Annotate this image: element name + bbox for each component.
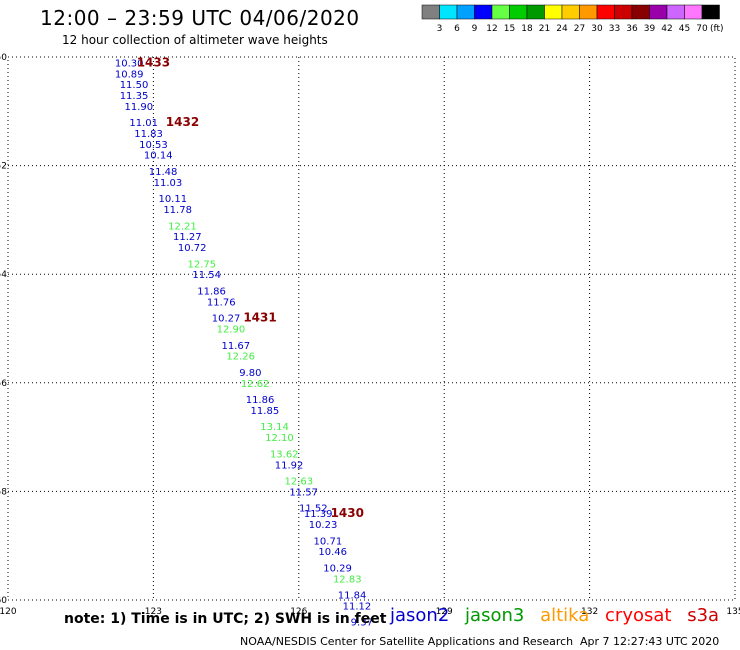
wave-height-label: 9.37 — [351, 618, 373, 629]
colorbar-label: 12 — [486, 24, 497, 34]
wave-height-label: 11.35 — [120, 91, 149, 102]
colorbar-label: 9 — [472, 24, 478, 34]
wave-height-label: 11.90 — [125, 102, 154, 113]
wave-height-label: 11.67 — [221, 341, 250, 352]
chart-subtitle: 12 hour collection of altimeter wave hei… — [62, 33, 328, 47]
colorbar-label: 70 — [696, 24, 708, 34]
colorbar-label: 21 — [539, 24, 550, 34]
wave-height-label: 11.84 — [338, 591, 367, 602]
wave-height-label: 10.29 — [323, 563, 352, 574]
y-tick-label: -56 — [0, 379, 7, 389]
wave-height-label: 12.62 — [241, 379, 270, 390]
legend-jason3: jason3 — [465, 605, 525, 626]
wave-height-label: 11.50 — [120, 80, 149, 91]
colorbar-swatch — [701, 4, 720, 20]
footnote: note: 1) Time is in UTC; 2) SWH is in fe… — [64, 611, 387, 627]
wave-height-label: 12.21 — [168, 221, 197, 232]
wave-height-label: 11.83 — [134, 129, 163, 140]
wave-height-label: 11.01 — [129, 118, 158, 129]
y-tick-label: -50 — [0, 53, 7, 63]
wave-height-label: 12.90 — [217, 325, 246, 336]
y-tick-label: -60 — [0, 596, 7, 606]
colorbar-label: 15 — [504, 24, 515, 34]
colorbar-unit: (ft) — [710, 24, 724, 34]
satellite-legend: jason2 jason3 altika cryosat s3a — [390, 605, 729, 626]
x-tick-label: 132 — [581, 607, 598, 617]
wave-height-label: 10.72 — [178, 243, 207, 254]
wave-height-label: 11.52 — [299, 504, 328, 515]
wave-height-label: 11.86 — [246, 395, 275, 406]
legend-jason2: jason2 — [390, 605, 450, 626]
wave-height-label: 13.62 — [270, 449, 299, 460]
chart-title: 12:00 – 23:59 UTC 04/06/2020 — [40, 6, 360, 30]
wave-height-label: 11.86 — [197, 286, 226, 297]
wave-height-label: 11.48 — [149, 167, 178, 178]
wave-height-label: 11.03 — [154, 178, 183, 189]
wave-height-label: 10.11 — [158, 194, 187, 205]
wave-height-label: 11.39 — [304, 509, 333, 520]
y-tick-label: -54 — [0, 270, 7, 280]
colorbar-label: 45 — [679, 24, 690, 34]
wave-height-label: 11.27 — [173, 232, 202, 243]
colorbar-label: 6 — [454, 24, 460, 34]
colorbar: 3 6 9 12 15 18 21 24 27 30 33 36 39 42 45 70 (ft) — [421, 4, 724, 34]
pass-time-label: 1430 — [331, 506, 364, 520]
wave-height-label: 11.12 — [343, 601, 372, 612]
x-tick-label: 123 — [145, 607, 162, 617]
legend-s3a: s3a — [687, 605, 720, 626]
wave-height-label: 11.57 — [289, 487, 318, 498]
credit-text: NOAA/NESDIS Center for Satellite Applica… — [240, 635, 574, 648]
wave-height-label: 10.23 — [309, 520, 338, 531]
colorbar-label: 24 — [556, 24, 568, 34]
wave-height-label: 11.54 — [192, 270, 221, 281]
wave-height-label: 11.76 — [207, 297, 236, 308]
colorbar-label: 3 — [437, 24, 443, 34]
colorbar-label: 39 — [644, 24, 656, 34]
plot-border — [7, 56, 736, 601]
legend-altika: altika — [540, 605, 590, 626]
colorbar-label: 30 — [591, 24, 603, 34]
x-tick-label: 129 — [436, 607, 453, 617]
wave-height-label: 10.53 — [139, 140, 168, 151]
timestamp-text: Apr 7 12:27:43 UTC 2020 — [580, 635, 720, 648]
x-tick-label: 126 — [290, 607, 307, 617]
pass-time-label: 1432 — [166, 115, 199, 129]
wave-height-label: 12.10 — [265, 433, 294, 444]
wave-height-label: 13.14 — [260, 422, 289, 433]
legend-cryosat: cryosat — [605, 605, 672, 626]
colorbar-label: 42 — [661, 24, 672, 34]
colorbar-label: 33 — [609, 24, 620, 34]
wave-height-label: 12.26 — [226, 352, 255, 363]
wave-height-label: 10.89 — [115, 69, 144, 80]
wave-height-label: 10.30 — [115, 58, 144, 69]
wave-height-label: 10.14 — [144, 151, 173, 162]
colorbar-label: 36 — [626, 24, 638, 34]
wave-height-label: 11.92 — [275, 460, 304, 471]
wave-height-label: 12.63 — [284, 477, 313, 488]
wave-height-label: 11.85 — [251, 406, 280, 417]
wave-height-label: 12.83 — [333, 574, 362, 585]
wave-height-label: 10.27 — [212, 314, 241, 325]
x-tick-label: 135 — [726, 607, 740, 617]
wave-height-label: 11.78 — [163, 205, 192, 216]
colorbar-label: 27 — [574, 24, 585, 34]
y-tick-label: -52 — [0, 162, 7, 172]
x-tick-label: 120 — [0, 607, 17, 617]
pass-time-label: 1433 — [137, 55, 170, 69]
wave-height-label: 9.80 — [239, 368, 261, 379]
wave-height-label: 12.75 — [188, 259, 217, 270]
wave-height-label: 10.46 — [318, 547, 347, 558]
wave-height-label: 10.71 — [314, 536, 343, 547]
pass-time-label: 1431 — [243, 311, 276, 325]
y-tick-label: -58 — [0, 487, 7, 497]
colorbar-label: 18 — [521, 24, 533, 34]
